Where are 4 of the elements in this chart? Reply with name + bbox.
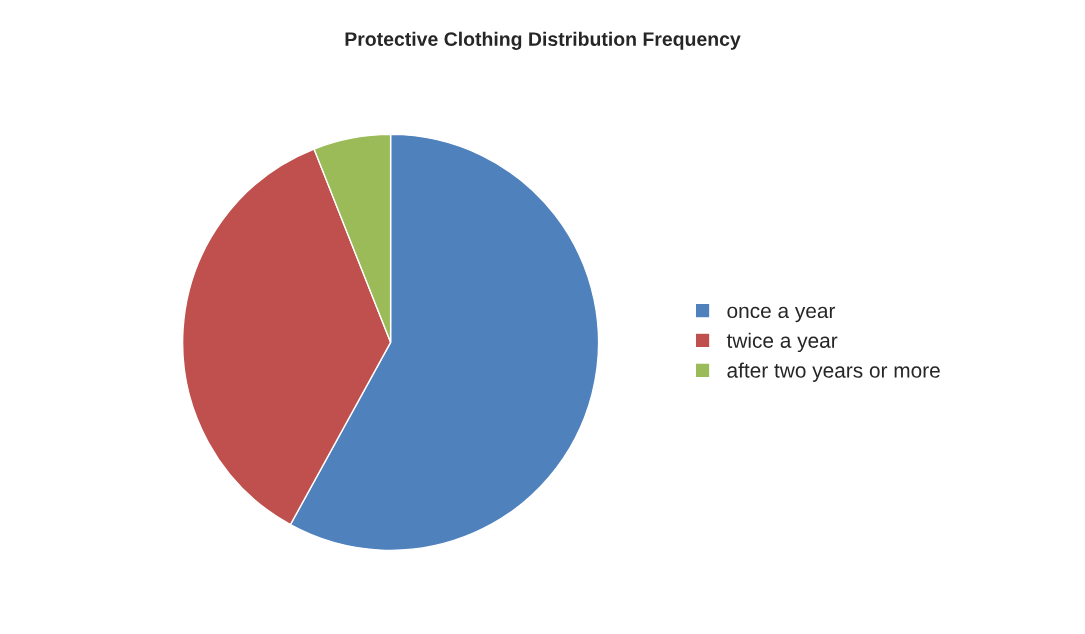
legend-label: after two years or more: [727, 362, 940, 382]
legend-label: twice a year: [726, 332, 838, 353]
legend-label: once a year: [727, 306, 836, 323]
chart-title: Protective Clothing Distribution Frequency: [345, 31, 741, 50]
